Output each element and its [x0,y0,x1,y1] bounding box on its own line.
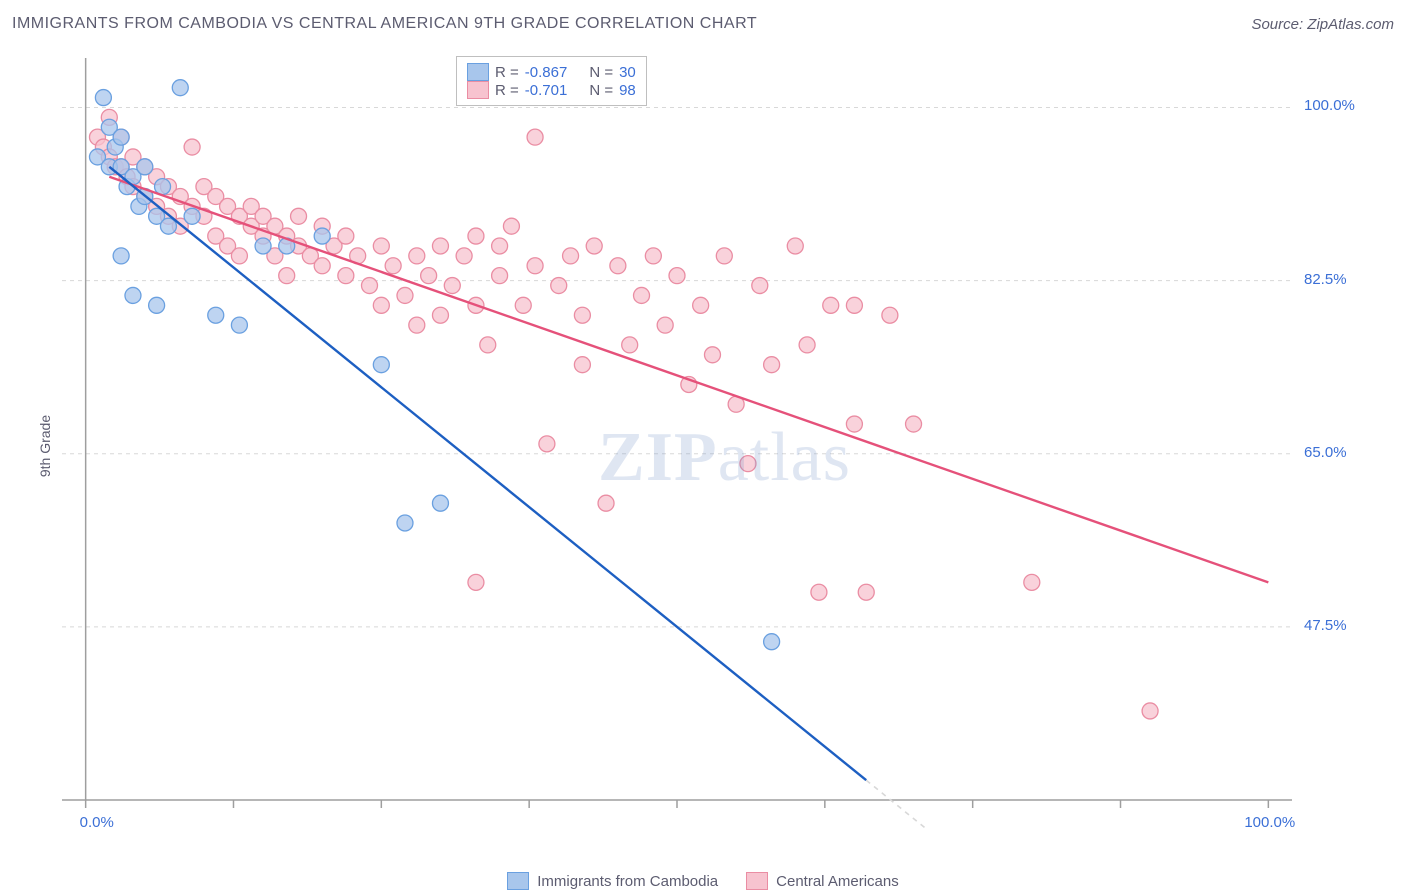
n-blue: 30 [619,64,636,81]
plot-area: ZIPatlas R = -0.867 N = 30 R = -0.701 N … [58,48,1296,830]
legend-label-pink: Central Americans [776,873,899,890]
n-pink: 98 [619,82,636,99]
r-prefix: R = [495,64,519,81]
chart-source: Source: ZipAtlas.com [1251,16,1394,33]
swatch-blue [467,63,489,81]
x-tick-min: 0.0% [80,814,114,831]
r-prefix: R = [495,82,519,99]
legend-item-blue: Immigrants from Cambodia [507,872,718,890]
y-tick-label: 100.0% [1304,97,1355,114]
stats-legend-row-pink: R = -0.701 N = 98 [467,81,636,99]
legend-label-blue: Immigrants from Cambodia [537,873,718,890]
bottom-legend: Immigrants from Cambodia Central America… [0,872,1406,890]
r-pink: -0.701 [525,82,568,99]
n-prefix: N = [589,82,613,99]
chart-svg [58,48,1296,830]
y-axis-label: 9th Grade [37,415,53,477]
y-tick-label: 82.5% [1304,271,1347,288]
y-tick-label: 65.0% [1304,444,1347,461]
stats-legend: R = -0.867 N = 30 R = -0.701 N = 98 [456,56,647,106]
chart-header: IMMIGRANTS FROM CAMBODIA VS CENTRAL AMER… [0,0,1406,48]
swatch-blue [507,872,529,890]
y-tick-label: 47.5% [1304,617,1347,634]
r-blue: -0.867 [525,64,568,81]
x-tick-max: 100.0% [1244,814,1295,831]
stats-legend-row-blue: R = -0.867 N = 30 [467,63,636,81]
swatch-pink [467,81,489,99]
legend-item-pink: Central Americans [746,872,899,890]
n-prefix: N = [589,64,613,81]
swatch-pink [746,872,768,890]
chart-title: IMMIGRANTS FROM CAMBODIA VS CENTRAL AMER… [12,15,757,33]
